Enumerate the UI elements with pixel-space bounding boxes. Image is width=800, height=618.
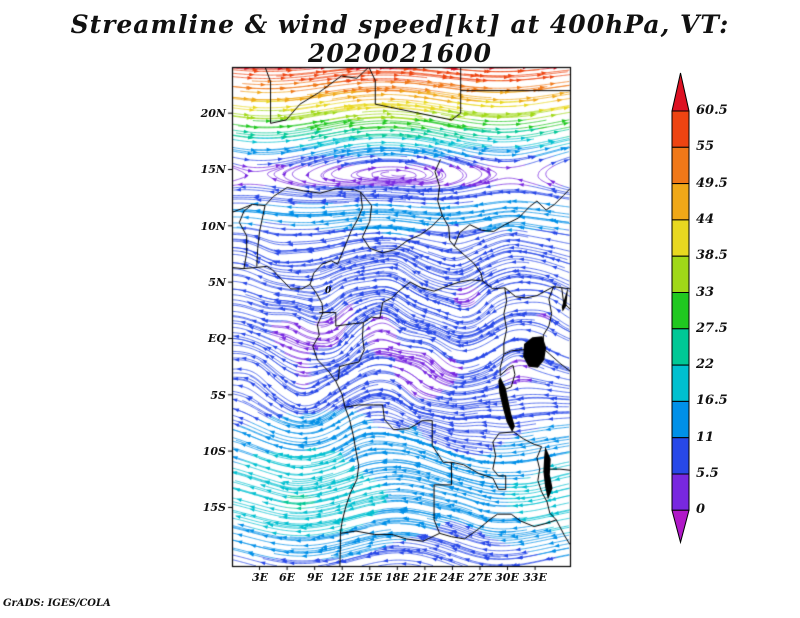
colorbar-tick-label: 16.5 — [696, 393, 728, 408]
lat-tick-label: 10N — [200, 220, 226, 233]
chart-title: Streamline & wind speed[kt] at 400hPa, V… — [70, 10, 730, 68]
lon-tick-label: 30E — [495, 571, 519, 584]
lat-tick-label: 5N — [208, 276, 226, 289]
zero-contour-label: 0 — [325, 286, 332, 296]
lon-tick-label: 27E — [468, 571, 492, 584]
lon-tick-label: 9E — [306, 571, 324, 584]
colorbar — [671, 72, 690, 545]
lon-tick-label: 24E — [440, 571, 464, 584]
colorbar-tick-label: 38.5 — [696, 248, 728, 263]
colorbar-tick-label: 33 — [696, 285, 715, 300]
colorbar-tick-label: 0 — [696, 502, 706, 517]
lon-tick-label: 18E — [385, 571, 409, 584]
lat-tick-label: 15N — [200, 163, 226, 176]
colorbar-tick-label: 55 — [696, 139, 715, 154]
lon-tick-label: 15E — [358, 571, 382, 584]
colorbar-tick-label: 5.5 — [696, 466, 719, 481]
lon-tick-label: 21E — [413, 571, 437, 584]
colorbar-tick-label: 22 — [696, 357, 715, 372]
grads-credit: GrADS: IGES/COLA — [3, 598, 111, 609]
colorbar-tick-label: 27.5 — [696, 321, 728, 336]
colorbar-tick-label: 60.5 — [696, 103, 728, 118]
lat-tick-label: EQ — [208, 332, 226, 345]
lon-tick-label: 33E — [523, 571, 547, 584]
colorbar-tick-label: 44 — [696, 212, 715, 227]
lon-tick-label: 12E — [330, 571, 354, 584]
lon-tick-label: 6E — [278, 571, 296, 584]
lat-tick-label: 10S — [202, 445, 226, 458]
streamline-map-canvas — [222, 57, 580, 576]
lat-tick-label: 15S — [202, 501, 226, 514]
lat-tick-label: 5S — [210, 389, 226, 402]
colorbar-tick-label: 11 — [696, 430, 715, 445]
lon-tick-label: 3E — [251, 571, 269, 584]
lat-tick-label: 20N — [200, 107, 226, 120]
colorbar-tick-label: 49.5 — [696, 176, 728, 191]
